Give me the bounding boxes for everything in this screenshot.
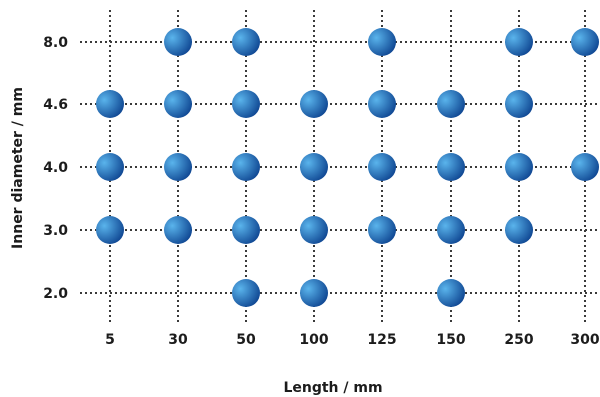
data-point xyxy=(437,153,465,181)
point-layer xyxy=(96,28,599,307)
data-point xyxy=(96,90,124,118)
data-point xyxy=(96,153,124,181)
data-point xyxy=(232,153,260,181)
x-tick-label: 50 xyxy=(236,332,256,348)
data-point xyxy=(505,28,533,56)
data-point xyxy=(571,153,599,181)
x-axis-label: Length / mm xyxy=(283,380,382,396)
data-point xyxy=(300,216,328,244)
data-point xyxy=(300,90,328,118)
y-axis-label: Inner diameter / mm xyxy=(10,87,26,249)
data-point xyxy=(300,279,328,307)
x-tick-label: 125 xyxy=(367,332,396,348)
data-point xyxy=(437,216,465,244)
data-point xyxy=(164,153,192,181)
tick-layer: 5 30 50 100 125 150 250 300 2.0 3.0 4.0 4.6 8.0 xyxy=(43,35,600,348)
data-point xyxy=(505,153,533,181)
x-tick-label: 5 xyxy=(105,332,115,348)
data-point xyxy=(232,28,260,56)
x-tick-label: 150 xyxy=(436,332,465,348)
data-point xyxy=(164,90,192,118)
data-point xyxy=(368,153,396,181)
y-tick-label: 4.0 xyxy=(43,160,68,176)
y-tick-label: 2.0 xyxy=(43,286,68,302)
y-tick-label: 8.0 xyxy=(43,35,68,51)
data-point xyxy=(368,216,396,244)
data-point xyxy=(571,28,599,56)
data-point xyxy=(96,216,124,244)
data-point xyxy=(505,90,533,118)
data-point xyxy=(164,28,192,56)
x-tick-label: 250 xyxy=(504,332,533,348)
y-tick-label: 4.6 xyxy=(43,97,68,113)
x-tick-label: 300 xyxy=(570,332,599,348)
data-point xyxy=(232,279,260,307)
data-point xyxy=(300,153,328,181)
data-point xyxy=(164,216,192,244)
y-tick-label: 3.0 xyxy=(43,223,68,239)
x-tick-label: 100 xyxy=(299,332,328,348)
data-point xyxy=(505,216,533,244)
data-point xyxy=(437,279,465,307)
data-point xyxy=(437,90,465,118)
data-point xyxy=(232,90,260,118)
x-tick-label: 30 xyxy=(168,332,188,348)
data-point xyxy=(368,90,396,118)
data-point xyxy=(368,28,396,56)
data-point xyxy=(232,216,260,244)
